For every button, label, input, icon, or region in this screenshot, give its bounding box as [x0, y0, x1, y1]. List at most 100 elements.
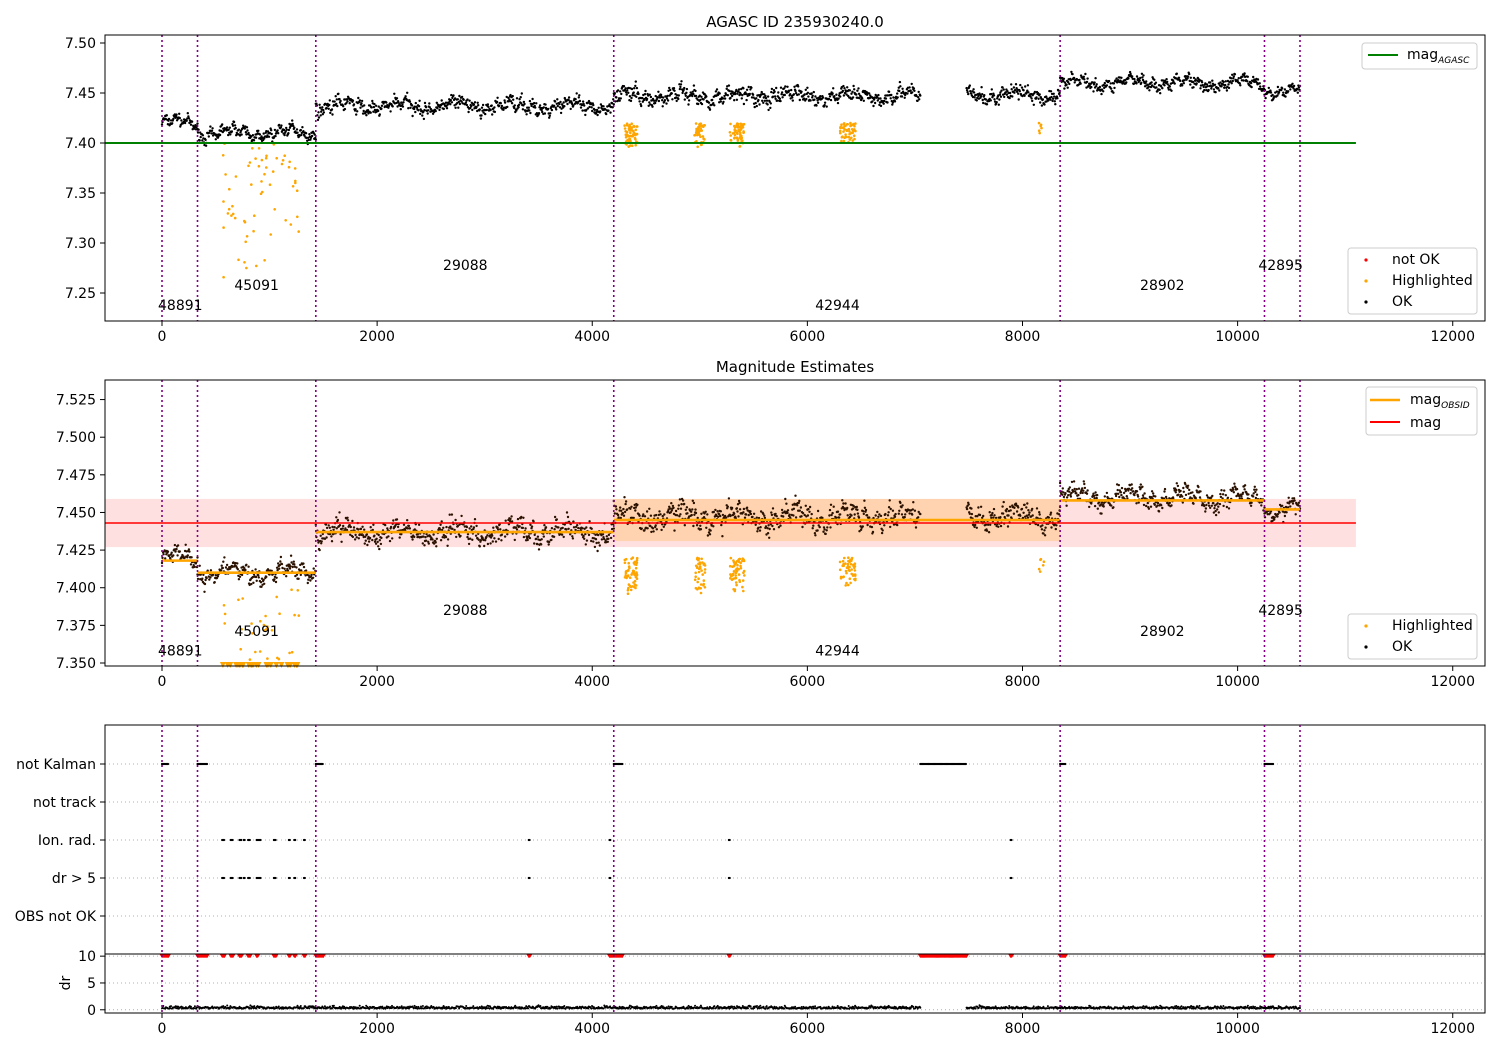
data-point-highlighted [701, 573, 704, 576]
data-point-ok [1096, 507, 1100, 510]
data-point-ok [1131, 75, 1134, 78]
data-point-ok [254, 136, 258, 139]
data-point-ok [503, 101, 507, 104]
data-point-highlighted [741, 585, 744, 589]
data-point-ok [558, 106, 562, 109]
data-point-ok [619, 97, 622, 100]
data-point-ok [1132, 490, 1135, 493]
data-point-highlighted [1037, 129, 1041, 132]
data-point-ok [1210, 87, 1213, 90]
data-point-ok [772, 528, 776, 531]
data-point-ok [712, 102, 715, 105]
data-point-ok [1116, 488, 1119, 492]
data-point-ok [547, 543, 550, 546]
data-point-ok [1232, 77, 1235, 80]
data-point-ok [675, 99, 678, 103]
data-point-ok [879, 97, 882, 100]
data-point-ok [658, 510, 661, 513]
data-point-highlighted [287, 165, 291, 169]
data-point-ok [618, 99, 621, 102]
data-point-ok [365, 114, 368, 117]
data-point-ok [828, 514, 831, 517]
data-point-ok [444, 535, 448, 539]
data-point-ok [234, 126, 237, 130]
data-point-ok [886, 94, 890, 97]
legend-not-ok-label: not OK [1392, 252, 1440, 268]
data-point-ok [654, 101, 657, 105]
data-point-ok [165, 114, 168, 117]
data-point-ok [755, 516, 758, 519]
data-point-ok [1163, 84, 1166, 87]
data-point-highlighted [245, 235, 249, 238]
data-point-ok [644, 89, 647, 93]
data-point-highlighted [275, 156, 279, 160]
data-point-ok [1035, 507, 1039, 510]
data-point-ok [247, 565, 250, 568]
flag-point [609, 876, 612, 880]
data-point-ok [576, 524, 579, 527]
flag-point [294, 876, 297, 880]
data-point-ok [481, 103, 485, 107]
data-point-ok [748, 92, 751, 96]
data-point-highlighted [853, 569, 857, 572]
data-point-ok [915, 94, 918, 98]
data-point-ok [831, 92, 834, 95]
data-point-ok [829, 98, 833, 102]
data-point-ok [676, 514, 679, 517]
data-point-highlighted [259, 619, 262, 623]
data-point-ok [714, 90, 718, 93]
data-point-ok [966, 90, 969, 94]
data-point-ok [1177, 493, 1180, 496]
data-point-ok [419, 112, 422, 116]
data-point-ok [1067, 81, 1070, 84]
data-point-ok [1142, 503, 1146, 507]
data-point-ok [602, 105, 605, 108]
data-point-highlighted [850, 556, 854, 560]
data-point-highlighted [631, 556, 635, 559]
data-point-ok [578, 94, 581, 97]
data-point-highlighted [842, 139, 846, 143]
data-point-ok [331, 113, 334, 116]
data-point-ok [756, 530, 759, 533]
data-point-ok [1252, 495, 1255, 498]
data-point-ok [837, 97, 840, 100]
data-point-ok [417, 109, 420, 112]
data-point-highlighted [633, 136, 637, 140]
data-point-ok [550, 527, 554, 530]
data-point-ok [646, 527, 649, 530]
data-point-ok [649, 514, 653, 517]
data-point-ok [1184, 483, 1187, 486]
data-point-ok [244, 568, 247, 572]
data-point-ok [896, 92, 899, 95]
data-point-ok [1209, 506, 1212, 509]
data-point-ok [919, 512, 922, 516]
x-tick-label: 4000 [574, 329, 610, 345]
data-point-ok [848, 89, 852, 92]
data-point-ok [727, 497, 731, 500]
data-point-ok [712, 510, 715, 514]
data-point-ok [1240, 495, 1243, 498]
data-point-ok [434, 541, 437, 544]
data-point-ok [1001, 512, 1005, 515]
data-point-highlighted [741, 559, 744, 563]
data-point-ok [721, 513, 725, 517]
data-point-ok [735, 88, 738, 92]
flag-point [728, 876, 731, 880]
data-point-ok [827, 97, 831, 101]
data-point-ok [635, 95, 638, 99]
data-point-ok [187, 548, 191, 551]
data-point-ok [273, 578, 276, 581]
data-point-ok [245, 563, 248, 566]
data-point-ok [436, 107, 439, 110]
data-point-ok [622, 514, 626, 517]
data-point-highlighted [625, 124, 629, 127]
data-point-ok [771, 507, 775, 510]
data-point-ok [550, 108, 554, 112]
data-point-ok [730, 94, 734, 98]
data-point-ok [371, 538, 374, 542]
obsid-label: 48891 [158, 298, 203, 314]
data-point-ok [1233, 73, 1237, 76]
data-point-ok [916, 99, 919, 103]
data-point-ok [685, 91, 688, 95]
data-point-ok [423, 101, 427, 105]
